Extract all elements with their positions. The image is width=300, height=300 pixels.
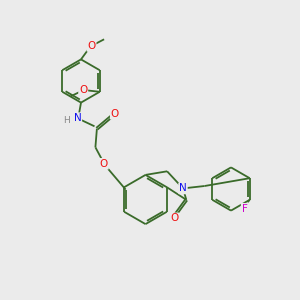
Text: O: O: [79, 85, 87, 95]
Text: O: O: [111, 109, 119, 119]
Text: N: N: [179, 183, 187, 194]
Text: F: F: [242, 204, 247, 214]
Text: O: O: [170, 213, 178, 224]
Text: O: O: [100, 159, 108, 169]
Text: H: H: [64, 116, 70, 125]
Text: N: N: [74, 113, 81, 123]
Text: O: O: [87, 41, 96, 51]
